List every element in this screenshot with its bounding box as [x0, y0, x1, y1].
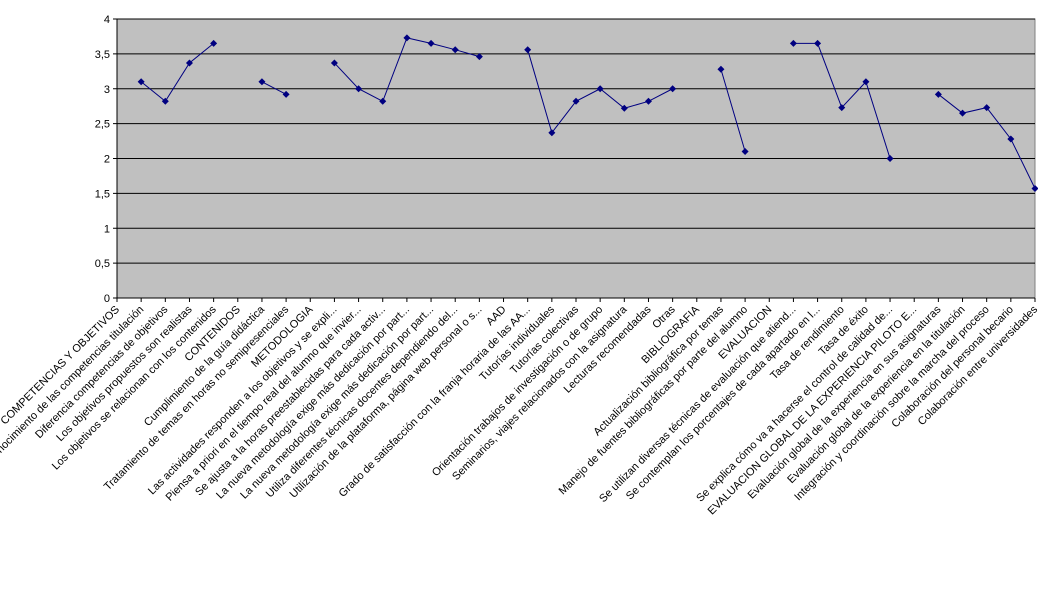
data-point	[1031, 184, 1038, 192]
data-point	[934, 90, 942, 98]
data-point	[789, 39, 797, 47]
data-point	[959, 109, 967, 117]
data-point	[669, 85, 677, 93]
data-point	[572, 97, 580, 105]
y-tick-label: 0	[104, 293, 110, 305]
data-point	[475, 53, 483, 61]
data-point	[1007, 135, 1015, 143]
data-point	[741, 148, 749, 156]
data-point	[862, 78, 870, 86]
data-point	[258, 78, 266, 86]
data-point	[524, 46, 532, 54]
data-point	[403, 34, 411, 42]
y-tick-label: 0,5	[95, 258, 110, 270]
y-tick-label: 1	[104, 223, 110, 235]
data-point	[548, 129, 556, 137]
data-point	[596, 85, 604, 93]
y-tick-label: 3,5	[95, 49, 110, 61]
data-point	[185, 59, 193, 67]
data-point	[210, 39, 218, 47]
data-point	[137, 78, 145, 86]
data-point	[330, 59, 338, 67]
y-tick-label: 3	[104, 84, 110, 96]
y-tick-label: 4	[104, 14, 110, 26]
data-point	[814, 39, 822, 47]
data-point	[620, 104, 628, 112]
data-point	[161, 97, 169, 105]
data-point	[379, 97, 387, 105]
data-point	[717, 65, 725, 73]
y-tick-label: 2,5	[95, 119, 110, 131]
data-point	[282, 90, 290, 98]
data-point	[427, 39, 435, 47]
data-point	[451, 46, 459, 54]
data-point	[838, 104, 846, 112]
y-tick-label: 2	[104, 154, 110, 166]
y-tick-label: 1,5	[95, 188, 110, 200]
data-point	[355, 85, 363, 93]
data-point	[644, 97, 652, 105]
data-point	[886, 155, 894, 162]
data-point	[983, 104, 991, 112]
